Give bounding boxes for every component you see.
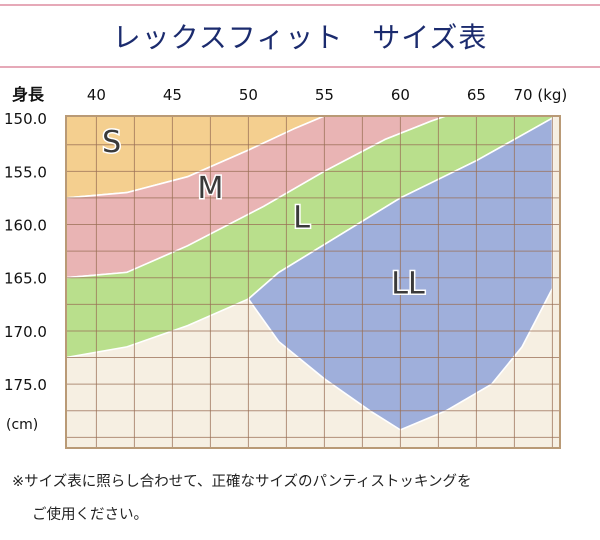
footnote-line-1: ※サイズ表に照らし合わせて、正確なサイズのパンティストッキングを xyxy=(12,474,472,490)
x-tick-label: 60 xyxy=(391,86,410,104)
x-tick-label: 70 (kg) xyxy=(514,86,568,104)
zone-label-ll: LL xyxy=(391,267,425,302)
plot-border xyxy=(65,115,561,449)
y-tick-label: 155.0 xyxy=(4,163,47,181)
zone-label-m: M xyxy=(197,171,223,206)
bottom-rule xyxy=(0,66,600,68)
x-tick-label: 55 xyxy=(315,86,334,104)
top-rule xyxy=(0,4,600,6)
y-tick-label: 165.0 xyxy=(4,270,47,288)
y-tick-label: 150.0 xyxy=(4,110,47,128)
page-title: レックスフィット サイズ表 xyxy=(112,21,488,54)
y-tick-label: 170.0 xyxy=(4,323,47,341)
x-tick-label: 40 xyxy=(87,86,106,104)
y-axis-unit: (cm) xyxy=(6,417,38,433)
x-tick-label: 45 xyxy=(163,86,182,104)
y-tick-label: 175.0 xyxy=(4,376,47,394)
footnote-line-2: ご使用ください。 xyxy=(32,507,148,523)
x-tick-label: 65 xyxy=(467,86,486,104)
zone-label-s: S xyxy=(102,125,121,160)
y-tick-label: 160.0 xyxy=(4,217,47,235)
size-chart: 身長 40 45 50 55 60 65 70 (kg) 150.0 155.0 160.0 16… xyxy=(4,85,568,449)
zone-label-l: L xyxy=(293,201,310,236)
x-tick-label: 50 xyxy=(239,86,258,104)
y-axis-label: 身長 xyxy=(12,85,45,104)
